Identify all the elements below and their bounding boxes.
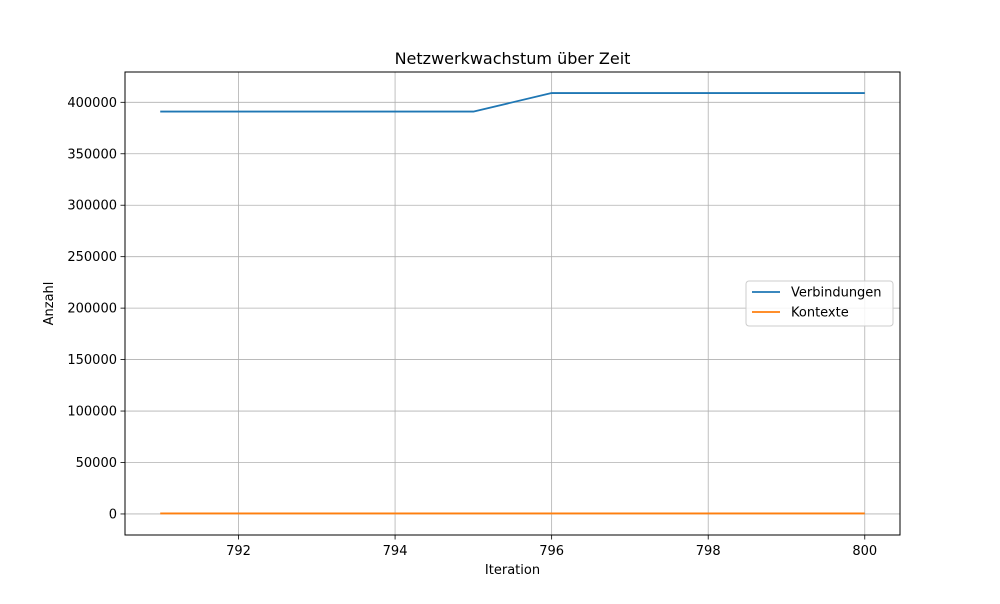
y-axis-label: Anzahl bbox=[42, 282, 57, 326]
plot-frame bbox=[124, 71, 901, 536]
y-tick-label: 200000 bbox=[67, 302, 117, 317]
y-tick-label: 250000 bbox=[67, 250, 117, 265]
y-tick-label: 400000 bbox=[67, 96, 117, 111]
series-line-verbindungen bbox=[160, 92, 865, 113]
x-axis-label: Iteration bbox=[485, 563, 540, 578]
legend-label: Verbindungen bbox=[791, 286, 882, 301]
x-tick-label: 792 bbox=[226, 544, 251, 559]
chart-title: Netzwerkwachstum über Zeit bbox=[395, 49, 631, 68]
x-tick-label: 794 bbox=[383, 544, 408, 559]
x-tick-label: 796 bbox=[539, 544, 564, 559]
series-lines bbox=[160, 92, 865, 515]
y-tick-label: 300000 bbox=[67, 199, 117, 214]
x-tick-label: 800 bbox=[852, 544, 877, 559]
legend-label: Kontexte bbox=[791, 306, 849, 321]
legend-box bbox=[745, 280, 894, 327]
legend: Verbindungen Kontexte bbox=[745, 280, 894, 327]
axis-ticks: 792 794 796 798 800 0 50000 100000 150000 200000 2… bbox=[67, 96, 877, 559]
y-tick-label: 150000 bbox=[67, 353, 117, 368]
y-tick-label: 0 bbox=[109, 507, 117, 522]
y-tick-label: 50000 bbox=[76, 456, 117, 471]
x-tick-label: 798 bbox=[696, 544, 721, 559]
y-tick-label: 100000 bbox=[67, 405, 117, 420]
y-tick-label: 350000 bbox=[67, 147, 117, 162]
